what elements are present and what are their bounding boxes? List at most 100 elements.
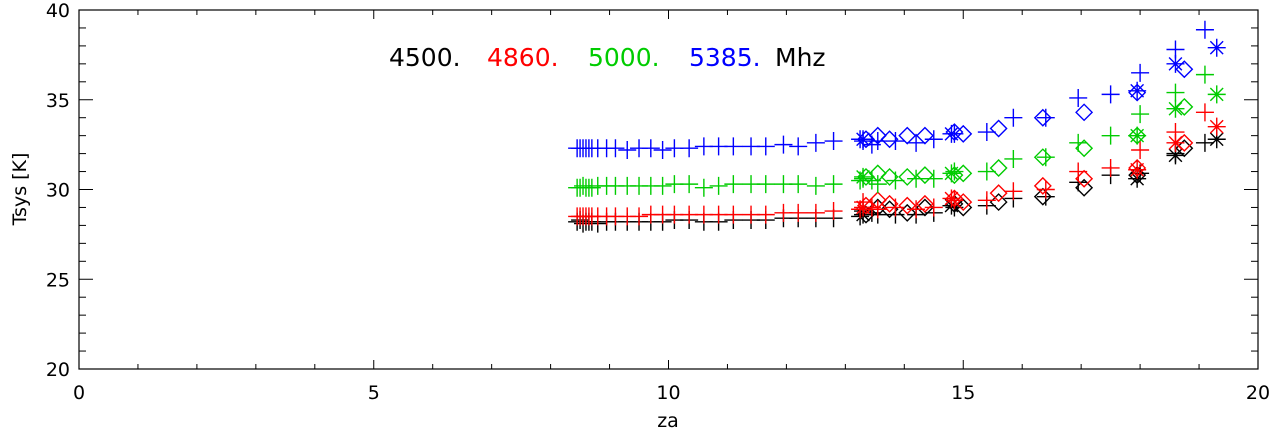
diamond-marker xyxy=(954,124,973,143)
plus-marker xyxy=(789,203,808,222)
diamond-marker xyxy=(1075,178,1094,197)
asterisk-marker xyxy=(1207,38,1226,57)
diamond-marker xyxy=(880,130,899,149)
legend-label-4860: 4860. xyxy=(487,43,559,72)
legend-label-5000: 5000. xyxy=(588,43,660,72)
diamond-marker xyxy=(915,194,934,213)
plus-marker xyxy=(806,203,825,222)
plus-marker xyxy=(977,191,996,210)
diamond-marker xyxy=(1075,139,1094,158)
plus-marker xyxy=(774,135,793,154)
plus-marker xyxy=(694,178,713,197)
plus-marker xyxy=(806,133,825,152)
plus-marker xyxy=(724,137,743,156)
plus-marker xyxy=(618,141,637,160)
plus-marker xyxy=(756,137,775,156)
plus-marker xyxy=(1069,133,1088,152)
plus-marker xyxy=(1004,108,1023,127)
plus-marker xyxy=(824,132,843,151)
plus-marker xyxy=(824,175,843,194)
plus-marker xyxy=(924,198,943,217)
plus-marker xyxy=(924,169,943,188)
plus-marker xyxy=(606,139,625,158)
asterisk-marker xyxy=(1128,160,1147,179)
asterisk-marker xyxy=(1128,81,1147,100)
plus-marker xyxy=(868,175,887,194)
asterisk-marker xyxy=(942,164,961,183)
plus-marker xyxy=(756,205,775,224)
diamond-marker xyxy=(989,184,1008,203)
diamond-marker xyxy=(1033,187,1052,206)
plot-frame xyxy=(78,9,1259,370)
y-tick-label: 20 xyxy=(46,359,70,381)
diamond-marker xyxy=(856,196,875,215)
plus-marker xyxy=(630,207,649,226)
legend-unit: Mhz xyxy=(775,43,826,72)
asterisk-marker xyxy=(1166,99,1185,118)
x-axis-label: za xyxy=(657,410,679,432)
asterisk-marker xyxy=(942,189,961,208)
plus-marker xyxy=(977,162,996,181)
diamond-marker xyxy=(915,126,934,145)
legend-label-4500: 4500. xyxy=(389,43,461,72)
x-tick-label: 20 xyxy=(1246,382,1270,404)
x-tick-label: 15 xyxy=(951,382,975,404)
plus-marker xyxy=(680,175,699,194)
plus-marker xyxy=(756,175,775,194)
plus-marker xyxy=(1166,83,1185,102)
plus-marker xyxy=(1069,88,1088,107)
plus-marker xyxy=(945,162,964,181)
asterisk-marker xyxy=(1207,117,1226,136)
asterisk-marker xyxy=(942,124,961,143)
diamond-marker xyxy=(880,167,899,186)
diamond-marker xyxy=(989,119,1008,138)
diamond-marker xyxy=(1075,169,1094,188)
plus-marker xyxy=(977,123,996,142)
x-tick-label: 10 xyxy=(656,382,680,404)
asterisk-marker xyxy=(1166,54,1185,73)
plus-marker xyxy=(1131,63,1150,82)
plus-marker xyxy=(1004,149,1023,168)
diamond-marker xyxy=(898,126,917,145)
diamond-marker xyxy=(1075,103,1094,122)
plus-marker xyxy=(680,139,699,158)
plus-marker xyxy=(1101,126,1120,145)
plus-marker xyxy=(641,139,660,158)
plus-marker xyxy=(1195,20,1214,39)
y-tick-label: 30 xyxy=(46,180,70,202)
y-tick-labels: 20 25 30 35 40 xyxy=(46,0,70,381)
diamond-marker xyxy=(898,167,917,186)
plus-marker xyxy=(653,141,672,160)
asterisk-marker xyxy=(1207,85,1226,104)
diamond-marker xyxy=(989,193,1008,212)
plus-marker xyxy=(1004,182,1023,201)
diamond-marker xyxy=(915,198,934,217)
plus-marker xyxy=(1195,133,1214,152)
diamond-marker xyxy=(954,164,973,183)
asterisk-marker xyxy=(1128,126,1147,145)
plus-marker xyxy=(709,176,728,195)
diamond-marker xyxy=(1033,176,1052,195)
y-tick-label: 40 xyxy=(46,0,70,22)
plus-marker xyxy=(1101,85,1120,104)
plus-marker xyxy=(724,205,743,224)
plus-marker xyxy=(1036,108,1055,127)
axis-ticks xyxy=(78,9,1259,370)
diamond-marker xyxy=(868,126,887,145)
asterisk-marker xyxy=(854,198,873,217)
y-axis-label: Tsys [K] xyxy=(9,153,31,227)
x-tick-label: 5 xyxy=(368,382,380,404)
plus-marker xyxy=(1036,148,1055,167)
diamond-marker xyxy=(880,194,899,213)
x-tick-labels: 0 5 10 15 20 xyxy=(73,382,1270,404)
plus-marker xyxy=(1101,158,1120,177)
plus-marker xyxy=(924,130,943,149)
diamond-marker xyxy=(898,203,917,222)
asterisk-marker xyxy=(1207,130,1226,149)
y-tick-label: 35 xyxy=(46,90,70,112)
plus-marker xyxy=(824,202,843,221)
plus-marker xyxy=(1195,65,1214,84)
plus-marker xyxy=(907,169,926,188)
asterisk-marker xyxy=(1166,146,1185,165)
plus-marker xyxy=(806,176,825,195)
